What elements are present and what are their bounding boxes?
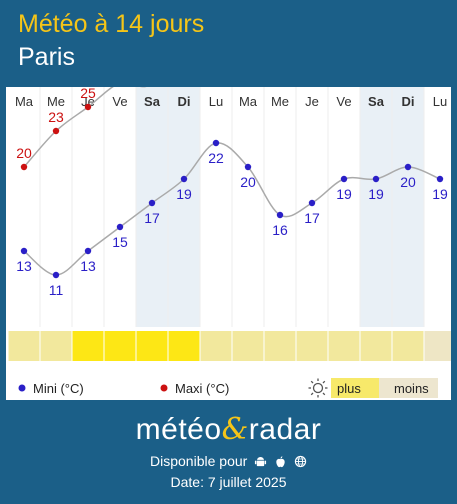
legend-moins-label: moins — [394, 381, 429, 396]
mini-value-label: 20 — [240, 174, 256, 190]
mini-value-label: 19 — [432, 186, 448, 202]
mini-value-label: 16 — [272, 222, 288, 238]
weekend-band — [136, 87, 168, 327]
web-globe-icon[interactable] — [294, 455, 307, 468]
sunshine-cell — [8, 331, 40, 361]
availability-line: Disponible pour — [0, 453, 457, 469]
legend-maxi-label: Maxi (°C) — [175, 381, 229, 396]
mini-point — [372, 175, 380, 183]
mini-point — [180, 175, 188, 183]
mini-value-label: 22 — [208, 150, 224, 166]
android-icon[interactable] — [254, 455, 267, 468]
maxi-value-label: 23 — [48, 109, 64, 125]
legend-mini-label: Mini (°C) — [33, 381, 84, 396]
maxi-point — [84, 103, 92, 111]
weekend-band — [392, 87, 424, 327]
city-name: Paris — [18, 43, 75, 71]
sunshine-cell — [232, 331, 264, 361]
mini-point — [404, 163, 412, 171]
sunshine-cell — [136, 331, 168, 361]
mini-point — [148, 199, 156, 207]
weekend-band — [360, 87, 392, 327]
mini-point — [308, 199, 316, 207]
day-label: Sa — [144, 94, 161, 109]
brand-logo[interactable]: météo&radar — [0, 412, 457, 447]
sunshine-cell — [264, 331, 296, 361]
sunshine-cell — [200, 331, 232, 361]
mini-point — [212, 139, 220, 147]
mini-value-label: 13 — [80, 258, 96, 274]
mini-value-label: 17 — [144, 210, 160, 226]
mini-value-label: 19 — [176, 186, 192, 202]
day-label: Di — [178, 94, 191, 109]
mini-value-label: 13 — [16, 258, 32, 274]
legend-scale-plus — [331, 378, 379, 398]
mini-point — [20, 247, 28, 255]
sunshine-cell — [104, 331, 136, 361]
mini-value-label: 17 — [304, 210, 320, 226]
availability-text: Disponible pour — [150, 453, 248, 469]
legend-scale-moins — [379, 378, 438, 398]
day-label: Me — [47, 94, 65, 109]
mini-value-label: 15 — [112, 234, 128, 250]
mini-point — [52, 271, 60, 279]
footer: météo&radar Disponible pour Date: 7 juil… — [0, 400, 457, 504]
mini-point — [116, 223, 124, 231]
weekend-band — [168, 87, 200, 327]
logo-radar: radar — [248, 413, 322, 446]
day-label: Ve — [112, 94, 127, 109]
day-label: Me — [271, 94, 289, 109]
maxi-value-label: 25 — [80, 87, 96, 101]
mini-value-label: 11 — [49, 282, 64, 298]
sunshine-cell — [168, 331, 200, 361]
day-label: Ve — [336, 94, 351, 109]
mini-point — [276, 211, 284, 219]
legend-maxi-marker — [160, 384, 168, 392]
mini-point — [84, 247, 92, 255]
sunshine-cell — [424, 331, 456, 361]
maxi-point — [20, 163, 28, 171]
day-label: Je — [305, 94, 319, 109]
day-label: Ma — [239, 94, 258, 109]
header-banner: Météo à 14 jours Paris — [0, 0, 457, 87]
sunshine-cell — [296, 331, 328, 361]
day-label: Lu — [209, 94, 223, 109]
maxi-point — [52, 127, 60, 135]
mini-point — [244, 163, 252, 171]
mini-value-label: 19 — [368, 186, 384, 202]
mini-value-label: 20 — [400, 174, 416, 190]
day-label: Lu — [433, 94, 447, 109]
logo-meteo: météo — [135, 413, 222, 446]
logo-ampersand: & — [221, 412, 249, 447]
page-title: Météo à 14 jours — [18, 10, 205, 38]
legend-plus-label: plus — [337, 381, 361, 396]
day-label: Ma — [15, 94, 34, 109]
mini-value-label: 19 — [336, 186, 352, 202]
day-label: Di — [402, 94, 415, 109]
sunshine-cell — [392, 331, 424, 361]
apple-icon[interactable] — [274, 455, 287, 468]
legend-mini-marker — [18, 384, 26, 392]
maxi-value-label: 20 — [16, 145, 32, 161]
mini-point — [436, 175, 444, 183]
mini-point — [340, 175, 348, 183]
sunshine-cell — [360, 331, 392, 361]
frame-right — [451, 87, 457, 400]
sunshine-cell — [328, 331, 360, 361]
sunshine-cell — [72, 331, 104, 361]
day-label: Sa — [368, 94, 385, 109]
sun-icon — [308, 378, 328, 398]
frame-left — [0, 87, 6, 400]
date-line: Date: 7 juillet 2025 — [170, 474, 287, 490]
sunshine-cell — [40, 331, 72, 361]
